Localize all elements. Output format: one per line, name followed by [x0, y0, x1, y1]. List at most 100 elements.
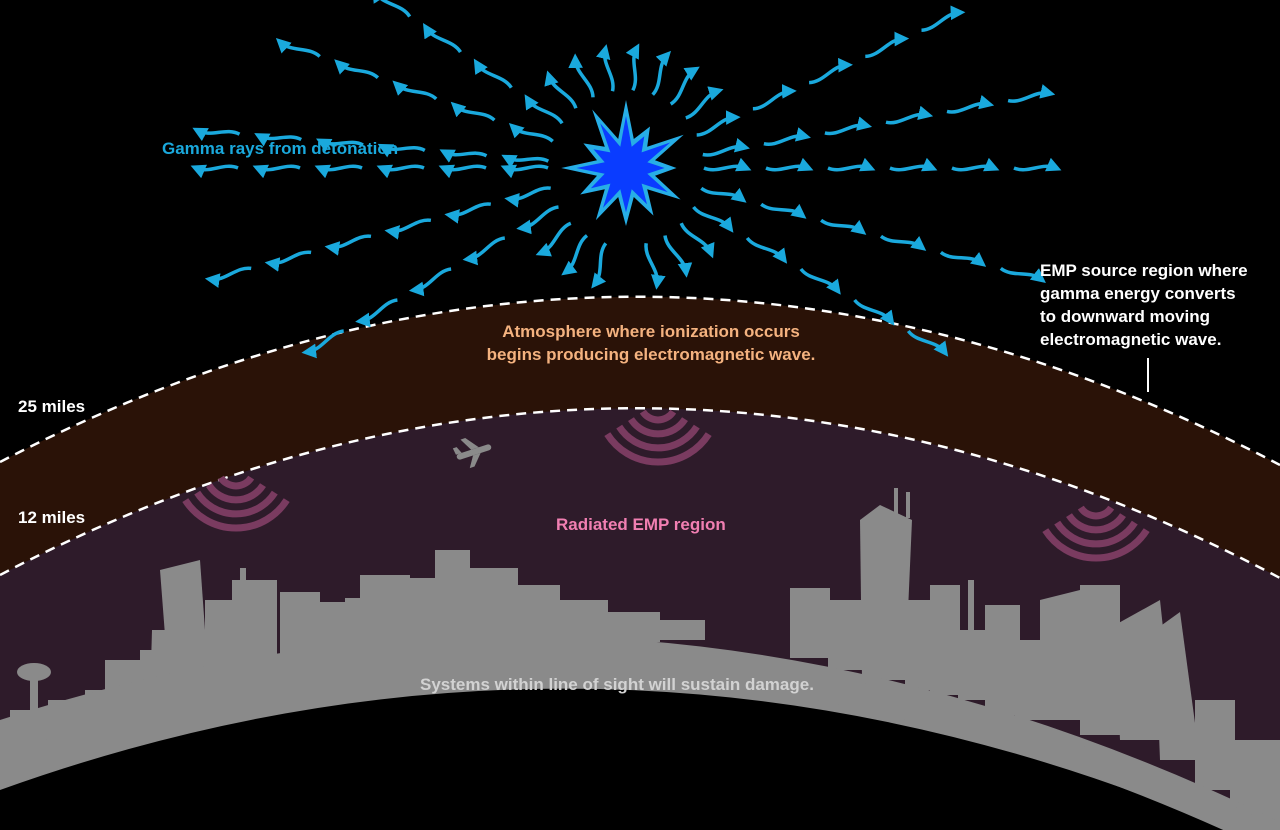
gamma-ray-arrow: [591, 242, 608, 289]
gamma-ray-arrow: [596, 44, 615, 92]
gamma-ray-arrow: [939, 250, 987, 267]
atmosphere-label: Atmosphere where ionization occurs begin…: [466, 320, 836, 366]
gamma-ray-arrow: [264, 250, 312, 272]
gamma-ray-arrow: [439, 149, 488, 163]
gamma-ray-arrow: [799, 267, 841, 295]
gamma-ray-arrow: [999, 266, 1046, 283]
gamma-ray-arrow: [384, 218, 432, 240]
gamma-ray-arrow: [544, 70, 578, 109]
gamma-ray-arrow: [408, 267, 452, 297]
boundary-25-miles: [0, 295, 1280, 467]
systems-damage-label: Systems within line of sight will sustai…: [420, 675, 814, 694]
emp-wave-arc: [1042, 528, 1150, 562]
gamma-ray-arrow: [685, 86, 724, 120]
altitude-25-miles-label: 25 miles: [18, 397, 86, 416]
gamma-ray-arrow: [372, 0, 412, 18]
earth-interior: [0, 688, 1280, 830]
gamma-ray-arrow: [190, 164, 239, 179]
emp-wave-arc: [1054, 520, 1138, 548]
gamma-ray-arrow: [702, 138, 750, 157]
gamma-ray-arrow: [204, 266, 252, 288]
emp-wave-arc: [206, 483, 266, 504]
gamma-ray-arrow: [516, 205, 559, 235]
ground-surface: [0, 644, 1280, 830]
gamma-ray-arrow: [334, 59, 380, 80]
gamma-ray-arrow: [765, 157, 814, 172]
gamma-ray-arrow: [324, 234, 372, 256]
gamma-ray-arrow: [254, 133, 303, 147]
gamma-ray-arrow: [679, 222, 715, 259]
gamma-ray-arrow: [889, 157, 938, 172]
gamma-ray-arrow: [745, 236, 788, 264]
emp-wave-arc: [217, 475, 255, 490]
gamma-ray-arrow: [853, 298, 895, 326]
gamma-ray-arrows: [190, 0, 1062, 359]
gamma-ray-arrow: [450, 101, 496, 122]
gamma-ray-arrow: [355, 298, 398, 328]
gamma-ray-arrow: [316, 138, 364, 152]
gamma-ray-arrow: [301, 329, 345, 359]
detonation-core: [576, 116, 671, 213]
emp-wave-icon: [1042, 505, 1150, 562]
gamma-ray-arrow: [824, 116, 873, 136]
gamma-ray-arrow: [885, 105, 934, 125]
altitude-12-miles-label: 12 miles: [18, 508, 86, 527]
gamma-ray-arrow: [568, 53, 595, 98]
emp-wave-arc: [604, 432, 712, 466]
gamma-ray-arrow: [625, 43, 640, 92]
gamma-ray-arrow: [669, 66, 700, 106]
gamma-ray-arrow: [879, 234, 927, 251]
emp-source-label: EMP source region where gamma energy con…: [1040, 259, 1248, 351]
gamma-ray-arrow: [252, 164, 301, 179]
gamma-ray-arrow: [763, 127, 811, 146]
gamma-ray-arrow: [422, 23, 462, 54]
emp-wave-icon: [182, 475, 290, 532]
emp-wave-arcs: [182, 409, 1150, 562]
gamma-ray-arrow: [700, 186, 747, 203]
gamma-ray-arrow: [438, 164, 487, 179]
atmosphere-label-line2: begins producing electromagnetic wave.: [486, 345, 816, 364]
gamma-ray-arrow: [376, 164, 425, 179]
gamma-ray-arrow: [644, 243, 666, 290]
gamma-ray-arrow: [921, 5, 966, 32]
gamma-rays-label: Gamma rays from detonation: [162, 139, 399, 158]
gamma-ray-arrow: [651, 50, 672, 96]
gamma-ray-arrow: [1013, 157, 1062, 172]
emp-source-label-line3: to downward moving: [1040, 307, 1210, 326]
gamma-ray-arrow: [752, 84, 797, 111]
gamma-ray-arrow: [827, 157, 876, 172]
gamma-ray-arrow: [663, 235, 693, 278]
emp-wave-icon: [604, 409, 712, 466]
gamma-ray-arrow: [392, 80, 438, 101]
gamma-ray-arrow: [275, 38, 321, 58]
gamma-ray-arrow: [820, 218, 867, 235]
atmosphere-label-line1: Atmosphere where ionization occurs: [502, 322, 800, 341]
emp-wave-arc: [616, 424, 700, 452]
emp-wave-arc: [182, 498, 290, 532]
gamma-ray-arrow: [473, 58, 513, 89]
gamma-ray-arrow: [760, 202, 807, 219]
gamma-ray-arrow: [692, 205, 734, 233]
emp-source-label-line1: EMP source region where: [1040, 261, 1248, 280]
gamma-ray-arrow: [500, 164, 549, 179]
gamma-ray-arrow: [808, 57, 853, 85]
emp-wave-arc: [639, 409, 677, 424]
gamma-ray-arrow: [703, 157, 752, 172]
gamma-ray-arrow: [865, 31, 910, 59]
emp-wave-arc: [1066, 513, 1126, 534]
gamma-ray-arrow: [696, 110, 741, 137]
emp-source-label-line4: electromagnetic wave.: [1040, 330, 1222, 349]
gamma-ray-arrow: [1007, 84, 1056, 103]
gamma-ray-arrow: [508, 122, 554, 143]
gamma-ray-arrow: [462, 236, 506, 266]
gamma-ray-arrow: [501, 154, 550, 169]
emp-wave-arc: [628, 417, 688, 438]
gamma-ray-arrow: [906, 329, 949, 357]
gamma-ray-arrow: [504, 186, 551, 208]
emp-wave-arc: [1077, 505, 1115, 520]
gamma-ray-arrow: [561, 234, 589, 276]
gamma-ray-arrow: [946, 94, 995, 114]
gamma-ray-arrow: [444, 202, 492, 224]
gamma-ray-arrow: [535, 221, 572, 257]
